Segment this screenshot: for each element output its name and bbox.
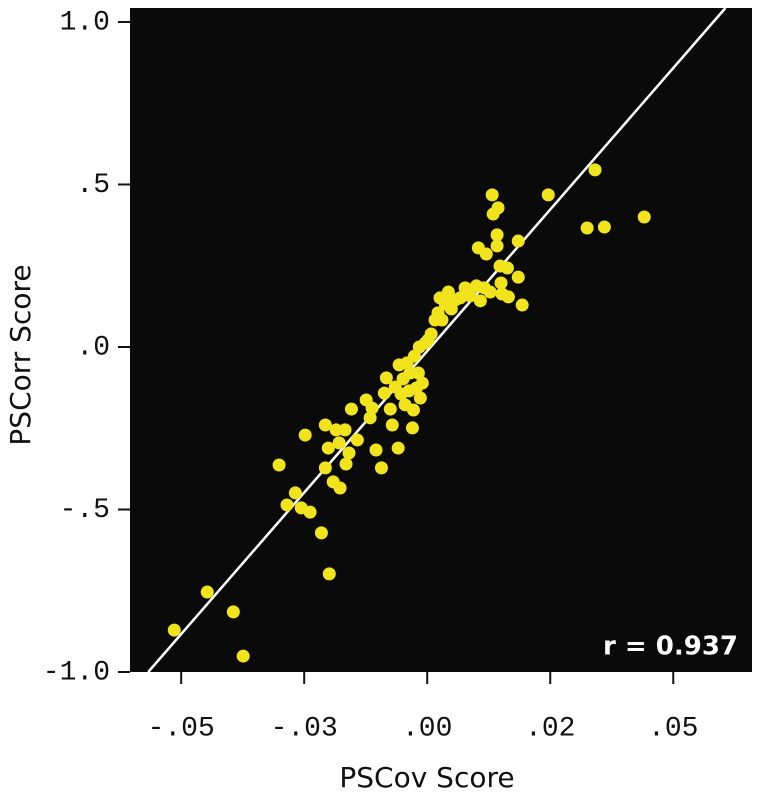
y-tick-label: -.5: [60, 495, 110, 526]
point: [332, 436, 346, 450]
point: [415, 376, 429, 390]
point: [298, 428, 312, 442]
point: [339, 457, 353, 471]
point: [365, 401, 379, 415]
point: [473, 294, 487, 308]
point: [511, 234, 525, 248]
point: [226, 605, 240, 619]
point: [369, 443, 383, 457]
annotation: r = 0.937: [603, 632, 738, 662]
point: [377, 386, 391, 400]
point: [435, 313, 449, 327]
point: [272, 458, 286, 472]
point: [374, 461, 388, 475]
point: [322, 567, 336, 581]
y-tick-label: .0: [76, 332, 110, 363]
x-tick-label: -.05: [148, 713, 215, 744]
point: [236, 649, 250, 663]
point: [413, 391, 427, 405]
point: [541, 188, 555, 202]
point: [333, 481, 347, 495]
point: [321, 441, 335, 455]
point: [494, 276, 508, 290]
point: [318, 418, 332, 432]
point: [391, 441, 405, 455]
y-tick-label: 1.0: [60, 7, 110, 38]
point: [453, 291, 467, 305]
point: [511, 270, 525, 284]
point: [303, 505, 317, 519]
point: [342, 446, 356, 460]
point: [363, 411, 377, 425]
point: [490, 228, 504, 242]
x-tick-label: .00: [402, 713, 452, 744]
point: [338, 423, 352, 437]
point: [350, 433, 364, 447]
point: [280, 498, 294, 512]
point: [424, 327, 438, 341]
fit-line: [147, 7, 727, 673]
point: [200, 585, 214, 599]
y-tick-label: .5: [76, 170, 110, 201]
point: [383, 402, 397, 416]
x-tick-label: -.03: [271, 713, 338, 744]
point: [379, 371, 393, 385]
y-tick-label: -1.0: [43, 657, 110, 688]
x-tick-label: .02: [525, 713, 575, 744]
point: [580, 221, 594, 235]
point: [405, 421, 419, 435]
point: [501, 290, 515, 304]
point: [314, 526, 328, 540]
point: [318, 461, 332, 475]
point: [463, 289, 477, 303]
point: [406, 403, 420, 417]
point: [500, 261, 514, 275]
y-axis-title: PSCorr Score: [4, 264, 37, 445]
point: [597, 220, 611, 234]
plot-area: [130, 8, 752, 672]
point: [637, 210, 651, 224]
point: [167, 623, 181, 637]
point: [411, 366, 425, 380]
point: [490, 239, 504, 253]
point: [485, 188, 499, 202]
point: [479, 247, 493, 261]
x-tick-label: .05: [648, 713, 698, 744]
point: [515, 298, 529, 312]
point: [491, 201, 505, 215]
point: [385, 418, 399, 432]
point: [344, 402, 358, 416]
point: [288, 486, 302, 500]
point: [483, 285, 497, 299]
x-axis-title: PSCov Score: [339, 761, 514, 794]
point: [588, 163, 602, 177]
